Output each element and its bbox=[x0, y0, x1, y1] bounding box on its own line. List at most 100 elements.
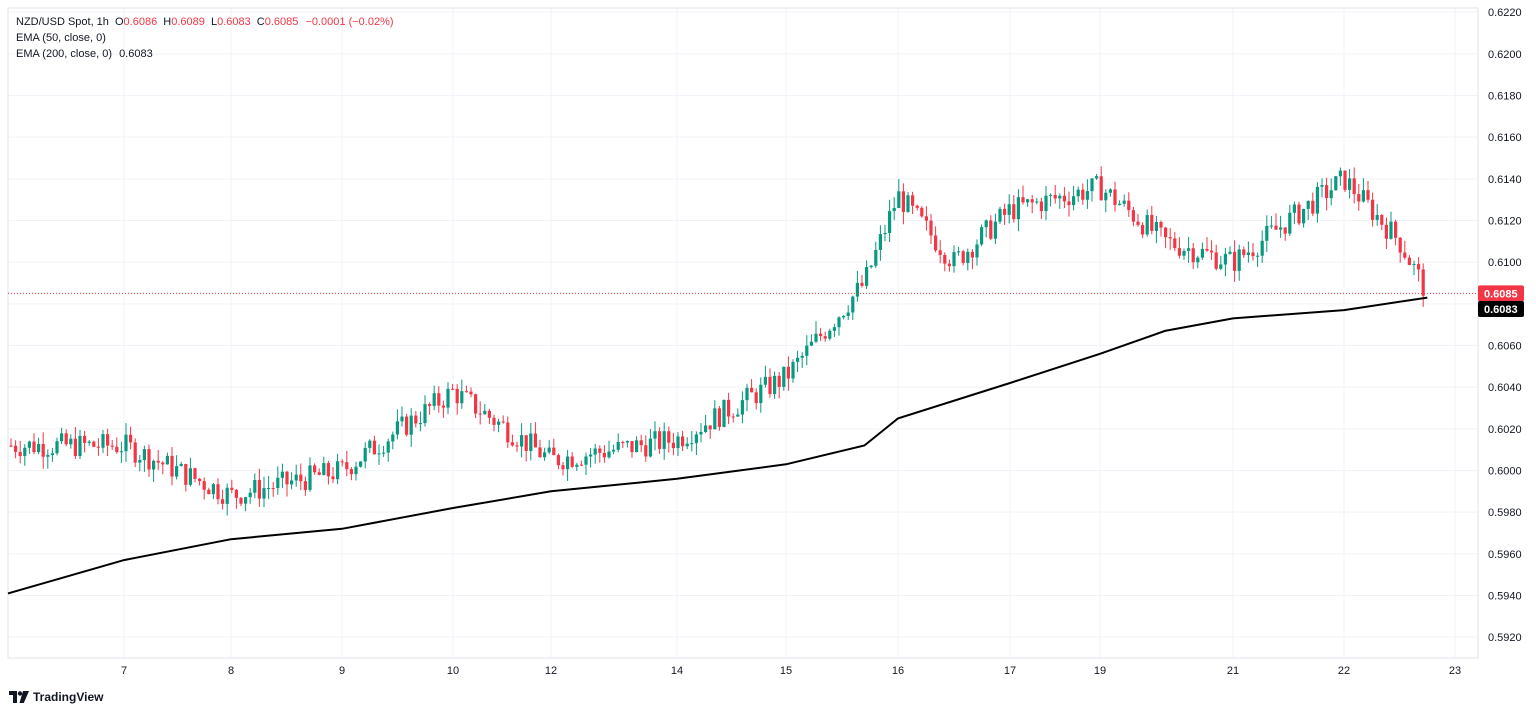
candle-body bbox=[1159, 221, 1163, 228]
candle-body bbox=[1210, 250, 1214, 253]
candle-body bbox=[1297, 204, 1301, 224]
candle-body bbox=[1067, 201, 1071, 206]
candle-body bbox=[681, 436, 685, 447]
candle-body bbox=[69, 438, 73, 445]
candle-body bbox=[1012, 204, 1016, 220]
candle-body bbox=[345, 462, 349, 470]
candle-body bbox=[671, 442, 675, 449]
candle-body bbox=[685, 443, 689, 447]
candle-body bbox=[584, 456, 588, 465]
candle-body bbox=[814, 333, 818, 342]
y-tick-label: 0.6220 bbox=[1488, 7, 1522, 19]
candle-body bbox=[1016, 197, 1020, 220]
candle-body bbox=[377, 453, 381, 455]
symbol-title[interactable]: NZD/USD Spot, 1h bbox=[16, 16, 109, 28]
open-label: O bbox=[114, 16, 124, 28]
candle-body bbox=[487, 410, 491, 418]
candle-body bbox=[552, 447, 556, 456]
candle-body bbox=[1256, 255, 1260, 257]
candle-body bbox=[1039, 201, 1043, 212]
candle-body bbox=[911, 195, 915, 206]
candle-body bbox=[750, 387, 754, 393]
candle-body bbox=[193, 468, 197, 479]
candle-body bbox=[1412, 264, 1416, 266]
candle-body bbox=[547, 447, 551, 453]
candle-body bbox=[897, 191, 901, 208]
candle-body bbox=[851, 296, 855, 313]
candle-body bbox=[138, 460, 142, 463]
candle-body bbox=[520, 435, 524, 447]
ema200-value: 0.6083 bbox=[119, 48, 153, 60]
candle-body bbox=[50, 453, 54, 455]
candle-body bbox=[257, 479, 261, 499]
candle-body bbox=[262, 488, 266, 499]
candle-body bbox=[129, 434, 133, 443]
low-label: L bbox=[210, 16, 218, 28]
candle-body bbox=[800, 355, 804, 358]
legend-ema200-row[interactable]: EMA (200, close, 0) 0.6083 bbox=[16, 46, 394, 62]
candle-body bbox=[1150, 214, 1154, 231]
candle-body bbox=[115, 446, 119, 453]
candle-body bbox=[524, 435, 528, 452]
candle-body bbox=[727, 399, 731, 417]
candle-body bbox=[1131, 210, 1135, 222]
candle-body bbox=[161, 462, 165, 465]
candle-body bbox=[469, 391, 473, 395]
candle-body bbox=[119, 451, 123, 453]
candle-body bbox=[1283, 227, 1287, 234]
candle-body bbox=[888, 211, 892, 233]
candle-body bbox=[317, 472, 321, 475]
candle-body bbox=[589, 454, 593, 457]
last-price-tag: 0.6085 bbox=[1478, 285, 1524, 302]
x-tick-label: 15 bbox=[780, 665, 792, 677]
brand-name: TradingView bbox=[33, 690, 104, 704]
candle-body bbox=[294, 474, 298, 481]
candle-body bbox=[763, 376, 767, 385]
candle-body bbox=[1200, 248, 1204, 258]
candle-body bbox=[731, 416, 735, 418]
candle-body bbox=[515, 445, 519, 447]
candle-body bbox=[14, 445, 18, 452]
candle-body bbox=[1329, 190, 1333, 199]
tradingview-brand[interactable]: TradingView bbox=[9, 690, 103, 704]
candle-body bbox=[1361, 190, 1365, 202]
candle-body bbox=[860, 282, 864, 286]
high-value: 0.6089 bbox=[171, 16, 205, 28]
candle-body bbox=[506, 422, 510, 443]
candle-body bbox=[1407, 257, 1411, 266]
candle-body bbox=[87, 441, 91, 443]
candle-body bbox=[1182, 250, 1186, 256]
candle-body bbox=[423, 404, 427, 424]
candle-body bbox=[1173, 238, 1177, 249]
y-tick-label: 0.5980 bbox=[1488, 507, 1522, 519]
legend-ema50-row[interactable]: EMA (50, close, 0) bbox=[16, 30, 394, 46]
candle-body bbox=[73, 438, 77, 457]
candle-body bbox=[566, 456, 570, 470]
candle-body bbox=[409, 415, 413, 435]
candle-body bbox=[428, 404, 432, 406]
candle-body bbox=[349, 469, 353, 475]
candle-body bbox=[943, 254, 947, 264]
candle-body bbox=[989, 220, 993, 239]
candle-body bbox=[648, 438, 652, 457]
candle-body bbox=[267, 488, 271, 490]
candle-body bbox=[920, 207, 924, 217]
candle-body bbox=[694, 434, 698, 444]
candle-body bbox=[690, 443, 694, 445]
candle-body bbox=[736, 414, 740, 417]
candle-body bbox=[285, 471, 289, 485]
candle-body bbox=[1136, 221, 1140, 225]
candle-body bbox=[1306, 200, 1310, 209]
candle-body bbox=[754, 392, 758, 404]
candle-body bbox=[759, 384, 763, 404]
candle-body bbox=[869, 265, 873, 268]
y-tick-label: 0.6140 bbox=[1488, 174, 1522, 186]
candle-body bbox=[1421, 269, 1425, 296]
candle-body bbox=[846, 312, 850, 316]
candle-body bbox=[1030, 199, 1034, 203]
candle-body bbox=[55, 441, 59, 454]
candle-body bbox=[1141, 224, 1145, 235]
y-tick-label: 0.5960 bbox=[1488, 549, 1522, 561]
candle-body bbox=[1177, 248, 1181, 256]
